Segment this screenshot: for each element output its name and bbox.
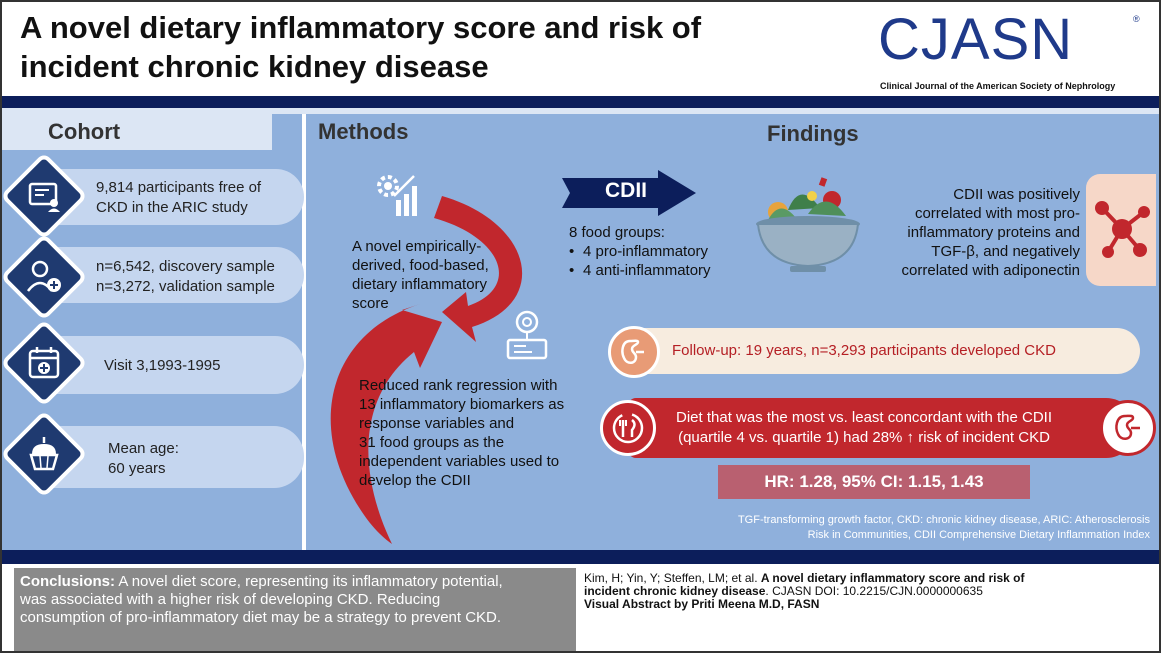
methods-score-line1: A novel empirically- <box>352 238 482 255</box>
hazard-ratio-text: HR: 1.28, 95% CI: 1.15, 1.43 <box>764 472 984 491</box>
cohort-text-4-line2: 60 years <box>108 460 166 477</box>
methods-regression-line1: Reduced rank regression with <box>359 377 558 394</box>
methods-regression-line4: 31 food groups as the <box>359 434 505 451</box>
conclusion-line3: consumption of pro-inflammatory diet may… <box>20 609 502 626</box>
food-group-pro: 4 pro-inflammatory <box>569 242 711 261</box>
abbreviations-footnote: TGF-transforming growth factor, CKD: chr… <box>682 513 1150 543</box>
methods-regression-line3: response variables and <box>359 415 515 432</box>
conclusion-box <box>14 568 576 651</box>
citation-authors: Kim, H; Yin, Y; Steffen, LM; et al. <box>584 571 761 585</box>
cdii-label: CDII <box>605 179 647 202</box>
cohort-text-2-line2: n=3,272, validation sample <box>96 278 275 295</box>
cohort-text-1-line1: 9,814 participants free of <box>96 179 262 196</box>
medical-calendar-icon <box>28 347 60 379</box>
journal-subtitle: Clinical Journal of the American Society… <box>880 81 1116 91</box>
methods-score-line3: dietary inflammatory <box>352 276 488 293</box>
certificate-user-icon <box>28 182 60 212</box>
title-line-2: incident chronic kidney disease <box>20 49 489 84</box>
methods-heading: Methods <box>318 119 409 144</box>
cohort-item-participants <box>42 169 304 225</box>
methods-regression-line6: develop the CDII <box>359 472 471 489</box>
header-divider <box>2 96 1159 108</box>
correlation-line1: CDII was positively <box>953 186 1080 203</box>
correlation-text: CDII was positively correlated with most… <box>870 185 1080 280</box>
citation-doi: . CJASN DOI: 10.2215/CJN.0000000635 <box>765 584 983 598</box>
conclusion-line1: A novel diet score, representing its inf… <box>115 573 503 590</box>
food-groups-title: 8 food groups: <box>569 224 665 241</box>
citation-title-line2: incident chronic kidney disease <box>584 584 766 598</box>
conclusion-label: Conclusions: <box>20 573 116 590</box>
footer-divider <box>2 550 1159 564</box>
lab-analysis-icon <box>506 310 548 360</box>
diet-kidney-badge <box>1100 400 1156 456</box>
user-plus-icon <box>27 260 61 292</box>
diet-badge <box>600 400 656 456</box>
journal-logo: CJASN <box>878 7 1074 72</box>
cohort-header-band <box>2 114 272 150</box>
cupcake-icon <box>29 437 59 471</box>
diet-risk-banner <box>628 398 1136 458</box>
methods-score-text: A novel empirically- derived, food-based… <box>352 237 489 313</box>
cohort-text-2-line1: n=6,542, discovery sample <box>96 258 275 275</box>
food-group-anti: 4 anti-inflammatory <box>569 261 711 280</box>
cohort-item-samples <box>42 247 304 303</box>
cdii-arrow <box>562 170 696 216</box>
molecule-icon <box>1095 201 1150 258</box>
page-title: A novel dietary inflammatory score and r… <box>20 8 820 86</box>
cohort-item-visit <box>42 336 304 394</box>
kidney-badge <box>608 326 660 378</box>
diet-risk-text: Diet that was the most vs. least concord… <box>634 408 1094 448</box>
citation: Kim, H; Yin, Y; Steffen, LM; et al. A no… <box>584 572 1154 611</box>
follow-up-banner <box>626 328 1140 374</box>
findings-heading: Findings <box>767 121 859 146</box>
cohort-text-3: Visit 3,1993-1995 <box>104 357 221 374</box>
correlation-line5: correlated with adiponectin <box>901 262 1080 279</box>
cohort-text-4: Mean age: 60 years <box>108 439 179 479</box>
correlation-line4: TGF-β, and negatively <box>931 243 1080 260</box>
follow-up-text: Follow-up: 19 years, n=3,293 participant… <box>672 342 1056 359</box>
salad-bowl-icon <box>756 177 860 272</box>
kidney-icon <box>1115 414 1140 440</box>
gear-chart-icon <box>377 175 417 216</box>
kidney-icon <box>621 339 644 364</box>
visual-abstract-credit: Visual Abstract by Priti Meena M.D, FASN <box>584 597 820 611</box>
methods-regression-text: Reduced rank regression with 13 inflamma… <box>359 376 564 490</box>
footnote-line2: Risk in Communities, CDII Comprehensive … <box>807 529 1150 541</box>
registered-mark: ® <box>1133 14 1140 24</box>
cohort-item-age <box>42 426 304 488</box>
footnote-line1: TGF-transforming growth factor, CKD: chr… <box>737 514 1150 526</box>
methods-regression-line5: independent variables used to <box>359 453 560 470</box>
food-groups: 8 food groups: 4 pro-inflammatory 4 anti… <box>569 223 711 280</box>
title-line-1: A novel dietary inflammatory score and r… <box>20 10 702 45</box>
methods-score-line2: derived, food-based, <box>352 257 489 274</box>
header-divider-light <box>2 108 1159 114</box>
cohort-text-1-line2: CKD in the ARIC study <box>96 199 248 216</box>
conclusion-line2: was associated with a higher risk of dev… <box>20 591 441 608</box>
cohort-text-1: 9,814 participants free of CKD in the AR… <box>96 178 261 218</box>
cohort-text-2: n=6,542, discovery sample n=3,272, valid… <box>96 257 275 297</box>
diet-risk-line2: (quartile 4 vs. quartile 1) had 28% ↑ ri… <box>678 429 1050 446</box>
methods-score-line4: score <box>352 295 389 312</box>
correlation-line3: inflammatory proteins and <box>907 224 1080 241</box>
cohort-text-4-line1: Mean age: <box>108 440 179 457</box>
plate-cutlery-icon <box>612 412 644 444</box>
hazard-ratio-box <box>718 465 1030 499</box>
correlation-line2: correlated with most pro- <box>914 205 1080 222</box>
methods-regression-line2: 13 inflammatory biomarkers as <box>359 396 565 413</box>
cycle-arrows <box>330 196 523 544</box>
citation-title-line1: A novel dietary inflammatory score and r… <box>760 571 1025 585</box>
diet-risk-line1: Diet that was the most vs. least concord… <box>676 409 1052 426</box>
cohort-heading: Cohort <box>48 119 121 144</box>
conclusion-text: Conclusions: A novel diet score, represe… <box>20 573 576 627</box>
